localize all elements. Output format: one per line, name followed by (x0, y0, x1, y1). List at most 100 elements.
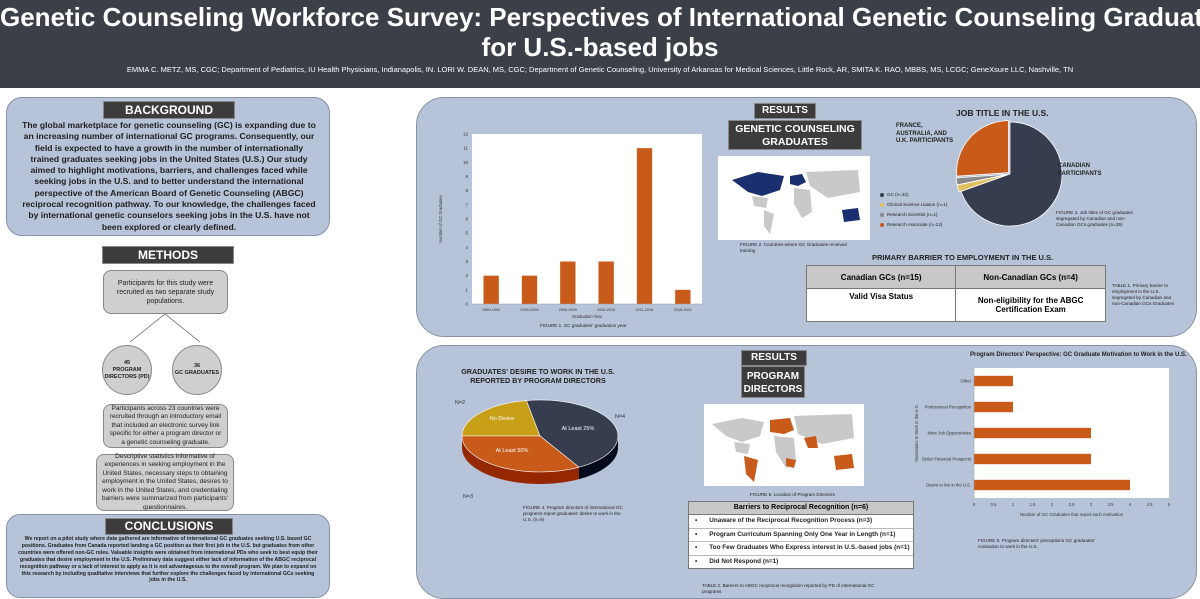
job-title-pie-slice (960, 121, 1063, 227)
barrier-value-canadian: Valid Visa Status (805, 288, 957, 322)
legend-label: Research Scientist (n=1) (887, 212, 938, 217)
results-tag-directors: RESULTS (741, 350, 807, 366)
chart6-y-tick: Professional Recognition (925, 405, 972, 410)
chart1-y-label: Number of GC Graduates (438, 195, 443, 243)
barrier-text: Program Curriculum Spanning Only One Yea… (709, 530, 896, 538)
circle-pd-label: PROGRAM DIRECTORS (PD) (104, 366, 150, 380)
figure5-caption: FIGURE 5. Location of Program Directors (750, 492, 835, 497)
chart1-y-tick: 1 (465, 287, 468, 292)
chart1-y-tick: 7 (465, 202, 468, 207)
chart1-bar (675, 289, 691, 304)
legend-label: GC (n=32) (887, 192, 909, 197)
background-section: BACKGROUND The global marketplace for ge… (6, 97, 330, 236)
barrier-header-non-canadian: Non-Canadian GCs (n=4) (955, 265, 1106, 289)
figure2-caption: FIGURE 2. Countries where GC Graduates r… (740, 242, 847, 253)
figure4-caption: FIGURE 4. Program directors of internati… (523, 505, 623, 522)
barrier-bullet: • (695, 530, 698, 538)
legend-swatch (880, 223, 884, 227)
poster-title-line2: for U.S.-based jobs (481, 32, 719, 62)
chart1-bar (483, 275, 499, 304)
chart1-bar (598, 261, 614, 304)
legend-swatch (880, 213, 884, 217)
chart1-x-tick: 2016-2021 (674, 308, 692, 312)
table2-caption: TABLE 2. Barriers to ABGC reciprocal rec… (702, 583, 875, 594)
background-text: The global marketplace for genetic couns… (22, 120, 316, 232)
chart6-x-tick: 1 (1012, 502, 1015, 507)
desire-pie-slice (461, 435, 580, 473)
chart6-x-tick: 4.5 (1147, 502, 1153, 507)
chart1-y-tick: 5 (465, 231, 468, 236)
barrier-header-canadian: Canadian GCs (n=15) (805, 265, 957, 289)
background-heading: BACKGROUND (103, 101, 235, 119)
chart6-y-label: Motivations to Work in the U.S. (914, 404, 919, 461)
barrier-value-non-canadian: Non-eligibility for the ABGC Certificati… (955, 288, 1106, 322)
poster-authors: EMMA C. METZ, MS, CGC; Department of Ped… (126, 65, 1074, 74)
conclusions-text: We report on a pilot study where data ga… (18, 536, 318, 584)
barriers-table: Barriers to Reciprocal Recognition (n=6)… (688, 501, 914, 569)
circle-gc-number: 36 (193, 363, 201, 369)
desire-pie-slice (526, 399, 619, 468)
chart1-y-tick: 12 (463, 132, 469, 137)
job-title-heading: JOB TITLE IN THE U.S. (956, 108, 1049, 118)
desire-pie-n-label: N=3 (463, 494, 473, 500)
desire-pie-chart: No Desire At Least 25% At Least 50% N=2 N=4 N… (455, 399, 625, 500)
circle-pd-number: 45 (123, 359, 131, 366)
chart6-y-tick: More Job Opportunities (927, 431, 971, 436)
legend-item: Research Scientist (n=1) (880, 212, 950, 218)
chart6-x-tick: 5 (1168, 502, 1171, 507)
barriers-table-rows: • Unaware of the Reciprocal Recognition P… (689, 515, 913, 568)
conclusions-heading: CONCLUSIONS (105, 518, 233, 535)
legend-swatch (880, 203, 884, 207)
conclusions-section: CONCLUSIONS We report on a pilot study w… (6, 514, 330, 598)
chart1-y-tick: 6 (465, 217, 468, 222)
barriers-table-title: Barriers to Reciprocal Recognition (n=6) (689, 502, 913, 515)
table1-caption: TABLE 1. Primary barrier to employment i… (1112, 283, 1175, 306)
legend-item: Research Associate (n=12) (880, 222, 950, 228)
barrier-bullet: • (695, 544, 698, 551)
chart6-bar (974, 375, 1013, 387)
chart6-y-tick: Desire to live in the U.S. (926, 483, 971, 488)
chart6-x-tick: 3.5 (1108, 502, 1114, 507)
methods-box-participants: Participants across 23 countries were re… (103, 404, 228, 448)
legend-item: GC (n=32) (880, 192, 950, 198)
methods-circle-gc-graduates: 36 GC GRADUATES (172, 345, 222, 395)
methods-connector-lines (129, 314, 201, 343)
chart6-bar (974, 427, 1091, 439)
barrier-bullet: • (695, 517, 698, 524)
desire-pie-label: At Least 50% (496, 448, 529, 454)
methods-heading: METHODS (102, 246, 234, 264)
job-title-pie-slice (955, 173, 1009, 186)
legend-label: Clinical Science Liaison (n=1) (887, 202, 948, 207)
group-tag-graduates: GENETIC COUNSELING GRADUATES (728, 120, 862, 150)
methods-box-statistics-text: Descriptive statistics informative of ex… (101, 452, 229, 511)
chart1-x-tick: 2011-2016 (636, 308, 654, 312)
chart1-bar (560, 261, 576, 304)
chart6-bar (974, 453, 1091, 465)
desire-pie-label: At Least 25% (562, 426, 595, 432)
chart1-y-tick: 9 (465, 174, 468, 179)
desire-chart-title: GRADUATES' DESIRE TO WORK IN THE U.S. RE… (461, 367, 615, 385)
chart1-plot-area (472, 134, 702, 304)
job-title-pie-chart (955, 120, 1063, 227)
methods-circle-program-directors: 45 PROGRAM DIRECTORS (PD) (102, 345, 152, 395)
legend-item: Clinical Science Liaison (n=1) (880, 202, 950, 208)
results-tag-graduates: RESULTS (754, 103, 816, 119)
poster-header: Genetic Counseling Workforce Survey: Per… (0, 0, 1200, 88)
chart1-y-tick: 2 (465, 273, 468, 278)
chart1-y-tick: 11 (463, 146, 468, 151)
chart1-y-tick: 10 (463, 160, 469, 165)
motivation-chart-title: Program Directors' Perspective: GC Gradu… (970, 352, 1187, 358)
group-tag-directors: PROGRAM DIRECTORS (741, 366, 805, 398)
figure3-caption: FIGURE 3. Job titles of GC graduates seg… (1056, 210, 1133, 227)
methods-box-recruitment: Participants for this study were recruit… (103, 270, 228, 314)
chart6-x-tick: 4 (1129, 502, 1132, 507)
poster-title-line1: Genetic Counseling Workforce Survey: Per… (0, 2, 1200, 32)
job-title-legend: GC (n=32) Clinical Science Liaison (n=1) R… (880, 192, 950, 232)
desire-pie-side (579, 436, 618, 480)
barrier-text: Unaware of the Reciprocal Recognition Pr… (709, 517, 873, 524)
barrier-heading: PRIMARY BARRIER TO EMPLOYMENT IN THE U.S… (872, 253, 1054, 262)
barrier-row: • Unaware of the Reciprocal Recognition P… (689, 515, 913, 529)
chart1-y-tick: 0 (465, 302, 468, 307)
chart1-bar (521, 275, 538, 304)
